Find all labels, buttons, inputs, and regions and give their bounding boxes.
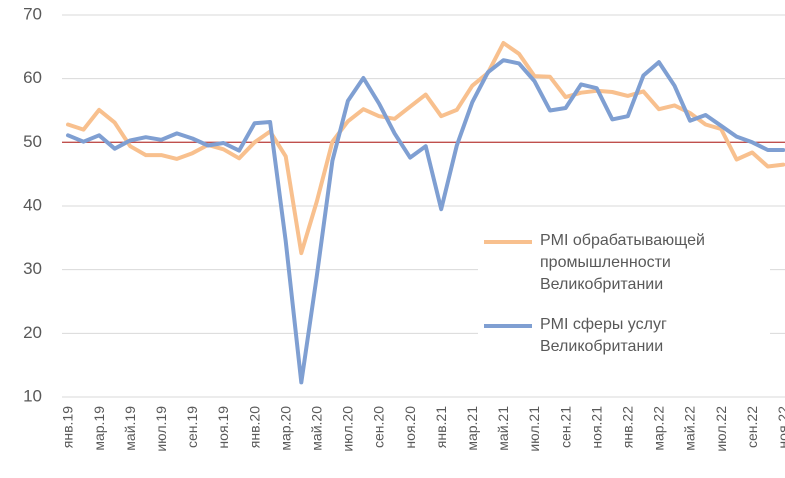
- x-tick-label: май.22: [682, 406, 698, 451]
- x-tick-label: июл.21: [526, 406, 542, 452]
- x-tick-label: май.19: [122, 406, 138, 451]
- x-tick-label: янв.19: [60, 406, 76, 448]
- x-tick-label: июл.20: [340, 406, 356, 452]
- legend-swatch: [484, 324, 532, 328]
- legend: PMI обрабатывающей промышленности Велико…: [478, 230, 770, 376]
- x-tick-label: сен.21: [557, 406, 573, 448]
- x-tick-label: ноя.22: [775, 406, 785, 449]
- legend-entry: PMI обрабатывающей промышленности Велико…: [478, 230, 770, 296]
- x-tick-label: май.20: [309, 406, 325, 451]
- x-tick-label: янв.22: [620, 406, 636, 448]
- series-line: [66, 58, 785, 385]
- y-tick-label: 60: [23, 68, 42, 87]
- x-tick-label: июл.19: [153, 406, 169, 452]
- x-tick-label: май.21: [495, 406, 511, 451]
- y-tick-label: 70: [23, 4, 42, 23]
- x-tick-label: сен.22: [744, 406, 760, 448]
- series-line: [66, 41, 785, 256]
- y-tick-label: 50: [23, 132, 42, 151]
- legend-swatch: [484, 240, 532, 244]
- x-tick-label: мар.19: [91, 406, 107, 451]
- x-tick-label: сен.19: [184, 406, 200, 448]
- legend-entry: PMI сферы услуг Великобритании: [478, 314, 770, 358]
- y-tick-label: 20: [23, 323, 42, 342]
- legend-label: PMI обрабатывающей промышленности Велико…: [540, 232, 705, 293]
- x-tick-label: ноя.21: [588, 406, 604, 449]
- x-tick-label: июл.22: [713, 406, 729, 452]
- x-tick-label: мар.21: [464, 406, 480, 451]
- x-tick-label: сен.20: [371, 406, 387, 448]
- y-tick-label: 10: [23, 386, 42, 405]
- legend-label: PMI сферы услуг Великобритании: [540, 316, 667, 355]
- y-tick-label: 40: [23, 195, 42, 214]
- x-tick-label: мар.20: [277, 406, 293, 451]
- y-tick-label: 30: [23, 259, 42, 278]
- x-tick-label: ноя.20: [402, 406, 418, 449]
- x-tick-label: янв.20: [246, 406, 262, 448]
- x-tick-label: мар.22: [651, 406, 667, 451]
- x-tick-label: янв.21: [433, 406, 449, 448]
- x-tick-label: ноя.19: [215, 406, 231, 449]
